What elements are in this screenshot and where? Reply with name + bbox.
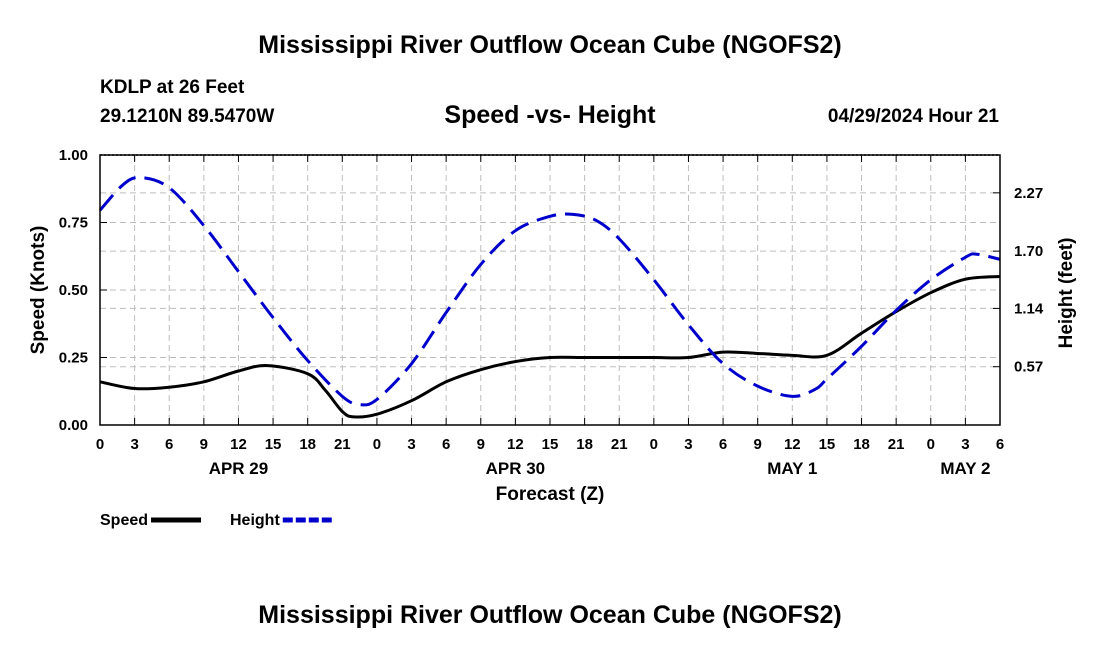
x-tick-label: 12 (507, 436, 524, 453)
station-label: KDLP at 26 Feet (100, 77, 245, 98)
legend: Speed Height (100, 512, 333, 529)
x-tick-label: 15 (542, 436, 559, 453)
x-tick-label: 3 (961, 436, 969, 453)
y-axis-right-label: Height (feet) (1056, 238, 1077, 349)
y-left-tick-label: 1.00 (59, 147, 88, 164)
x-tick-label: 3 (407, 436, 415, 453)
footer-title: Mississippi River Outflow Ocean Cube (NG… (258, 601, 842, 629)
y-axis-left-label: Speed (Knots) (28, 226, 49, 355)
x-tick-label: 15 (819, 436, 836, 453)
coords-label: 29.1210N 89.5470W (100, 106, 275, 127)
x-tick-label: 6 (165, 436, 173, 453)
x-tick-label: 21 (888, 436, 905, 453)
x-tick-label: 15 (265, 436, 282, 453)
y-right-tick-label: 2.27 (1014, 185, 1043, 202)
chart-title: Mississippi River Outflow Ocean Cube (NG… (258, 31, 842, 59)
chart-subtitle: Speed -vs- Height (444, 101, 656, 129)
y-right-tick-label: 1.70 (1014, 243, 1043, 260)
y-left-tick-label: 0.50 (59, 282, 88, 299)
x-tick-label: 0 (650, 436, 658, 453)
x-tick-label: 3 (130, 436, 138, 453)
series-speed-line (99, 275, 1001, 419)
date-label: APR 29 (209, 459, 269, 478)
x-tick-label: 3 (684, 436, 692, 453)
series-height-line (98, 175, 1001, 407)
x-tick-label: 21 (611, 436, 628, 453)
x-tick-label: 18 (853, 436, 870, 453)
x-tick-label: 9 (754, 436, 762, 453)
x-tick-label: 9 (200, 436, 208, 453)
x-tick-label: 21 (334, 436, 351, 453)
series-layer (98, 175, 1001, 419)
x-tick-label: 0 (373, 436, 381, 453)
x-tick-label: 6 (442, 436, 450, 453)
date-label: MAY 2 (940, 459, 990, 478)
y-left-tick-label: 0.75 (59, 215, 88, 232)
x-axis-label: Forecast (Z) (496, 484, 605, 505)
x-tick-label: 18 (299, 436, 316, 453)
x-tick-label: 0 (96, 436, 104, 453)
date-label: MAY 1 (767, 459, 817, 478)
x-tick-label: 0 (927, 436, 935, 453)
x-tick-label: 6 (996, 436, 1004, 453)
x-tick-label: 6 (719, 436, 727, 453)
y-right-tick-label: 1.14 (1014, 300, 1044, 317)
x-tick-label: 18 (576, 436, 593, 453)
x-tick-label: 9 (477, 436, 485, 453)
y-right-tick-label: 0.57 (1014, 359, 1043, 376)
x-tick-label: 12 (230, 436, 247, 453)
legend-label-speed: Speed (100, 512, 148, 529)
x-tick-label: 12 (784, 436, 801, 453)
grid-layer (100, 155, 1000, 425)
y-left-tick-label: 0.25 (59, 350, 88, 367)
axis-layer: 0 3 6 9 12 15 18 21 0 3 6 9 12 15 18 21 0 3 6 9 12 15 18 21 0 3 6 A… (59, 147, 1044, 478)
date-label: APR 30 (486, 459, 546, 478)
legend-label-height: Height (230, 512, 280, 529)
timestamp-label: 04/29/2024 Hour 21 (827, 106, 999, 127)
y-left-tick-label: 0.00 (59, 417, 88, 434)
